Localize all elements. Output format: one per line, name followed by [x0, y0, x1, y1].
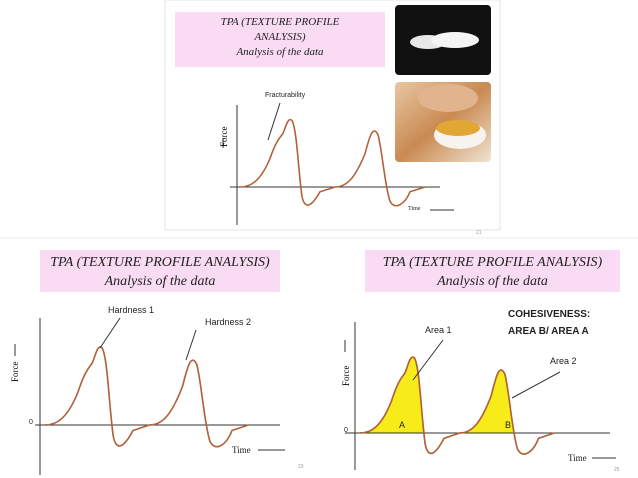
label: Fracturability: [265, 92, 306, 99]
tpa-curve: [44, 346, 250, 448]
cereal: [436, 120, 480, 136]
label: Hardness 1: [108, 305, 155, 315]
note: COHESIVENESS:: [508, 309, 591, 320]
slide-title: TPA (TEXTURE PROFILE ANALYSIS): [220, 16, 340, 43]
title-box: TPA (TEXTURE PROFILE ANALYSIS) Analysis …: [365, 250, 620, 292]
page-number: 23: [298, 464, 304, 470]
slide-subtitle: Analysis of the data: [104, 274, 216, 289]
x-label: Time: [568, 453, 587, 463]
label: Hardness 2: [205, 317, 252, 327]
y-label: Force: [10, 361, 20, 383]
page-number: 21: [476, 230, 482, 236]
area-label: A: [399, 420, 406, 430]
pointer: [267, 102, 281, 141]
face: [418, 84, 478, 112]
x-label: Time: [232, 445, 251, 455]
label: Area 1: [425, 325, 452, 335]
y-label: Force: [341, 365, 351, 387]
slide-title: TPA (TEXTURE PROFILE ANALYSIS): [382, 255, 603, 270]
pointer: [412, 339, 444, 381]
pointer: [185, 329, 197, 361]
slide-title: TPA (TEXTURE PROFILE ANALYSIS): [50, 255, 270, 270]
pointer: [99, 317, 121, 349]
slide-subtitle: Analysis of the data: [437, 274, 548, 289]
origin-label: 0: [29, 419, 33, 426]
title-box: TPA (TEXTURE PROFILE ANALYSIS) Analysis …: [40, 250, 280, 292]
label: Area 2: [550, 356, 577, 366]
tablet: [431, 32, 479, 48]
slide-subtitle: Analysis of the data: [236, 46, 324, 58]
area-a: [360, 357, 426, 433]
x-label: Time: [408, 206, 421, 212]
y-label: Force: [219, 126, 229, 148]
note: AREA B/ AREA A: [508, 326, 589, 337]
page-number: 25: [614, 467, 620, 473]
title-box: TPA (TEXTURE PROFILE ANALYSIS) Analysis …: [175, 12, 385, 67]
origin-label: 0: [344, 427, 348, 434]
tpa-curve: [359, 356, 556, 455]
pointer: [511, 371, 561, 399]
area-label: B: [505, 420, 512, 430]
